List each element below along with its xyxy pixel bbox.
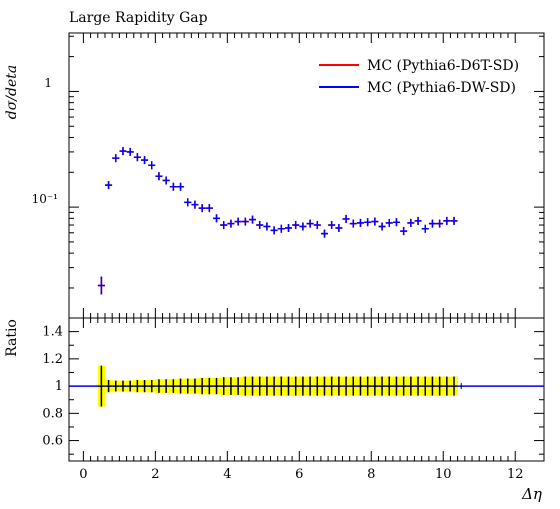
main-data-points [97,147,458,295]
ratio-points [98,365,462,407]
ratio-y-axis-label: Ratio [4,319,20,357]
main-ytick-label-1: 1 [44,76,52,90]
ratio-ytick-label: 0.8 [42,406,63,421]
main-y-axis-label: dσ/deta [4,65,20,119]
x-axis-label: Δη [521,485,542,503]
ratio-xtick-label: 10 [435,467,452,482]
ratio-xtick-label: 4 [223,467,231,482]
legend-label-dw: MC (Pythia6-DW-SD) [367,80,516,96]
legend: MC (Pythia6-D6T-SD) MC (Pythia6-DW-SD) [319,58,519,96]
ratio-xtick-label: 12 [507,467,524,482]
ratio-ytick-label: 1 [55,379,63,394]
ratio-xtick-label: 0 [79,467,87,482]
ratio-ytick-label: 0.6 [42,434,63,449]
main-axis-ticks [69,33,544,318]
main-ytick-label-0.1: 10⁻¹ [32,192,58,206]
main-panel-frame [68,32,545,319]
ratio-xtick-label: 2 [151,467,159,482]
legend-label-d6t: MC (Pythia6-D6T-SD) [367,58,519,74]
chart-title: Large Rapidity Gap [69,10,208,26]
ratio-ytick-label: 1.2 [42,352,63,367]
ratio-ytick-label: 1.4 [42,325,63,340]
ratio-axis-ticks: 0 2 4 6 8 10 12 0.6 0.8 1 1.2 1.4 [42,318,544,482]
ratio-xtick-label: 8 [367,467,375,482]
ratio-xtick-label: 6 [295,467,303,482]
